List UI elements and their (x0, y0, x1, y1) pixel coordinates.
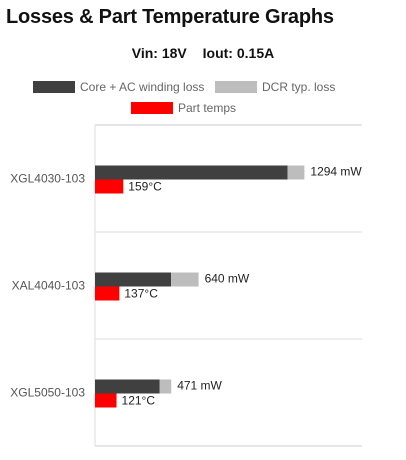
chart-title: Losses & Part Temperature Graphs (6, 6, 334, 28)
loss-value-label: 471 mW (177, 379, 222, 393)
bar-part-temp (95, 286, 120, 301)
legend-swatch-dcr-loss (215, 81, 257, 93)
legend-label-dcr-loss: DCR typ. loss (262, 80, 336, 94)
legend-swatch-part-temps (131, 102, 173, 114)
bar-dcr-loss (287, 165, 305, 180)
bar-dcr-loss (159, 379, 172, 394)
legend-label-part-temps: Part temps (178, 101, 237, 115)
legend-label-core-loss: Core + AC winding loss (80, 80, 205, 94)
operating-conditions: Vin: 18V Iout: 0.15A (0, 45, 406, 61)
temp-value-label: 159°C (128, 180, 162, 194)
iout-label: Iout: 0.15A (202, 45, 275, 61)
loss-value-label: 640 mW (205, 272, 250, 286)
chart-marks: XGL4030-103 1294 mW 159°C XAL4040-103 640 mW… (10, 165, 362, 408)
temp-value-label: 137°C (124, 287, 158, 301)
category-label: XAL4040-103 (12, 279, 86, 293)
temp-value-label: 121°C (122, 394, 156, 408)
vin-label: Vin: 18V (131, 45, 187, 61)
category-label: XGL4030-103 (10, 172, 85, 186)
legend-swatch-core-loss (33, 81, 75, 93)
bar-dcr-loss (171, 272, 199, 287)
loss-value-label: 1294 mW (310, 165, 362, 179)
category-label: XGL5050-103 (10, 386, 85, 400)
bar-part-temp (95, 179, 124, 194)
bar-part-temp (95, 393, 117, 408)
legend-item-part-temps[interactable]: Part temps (131, 101, 236, 115)
legend-item-dcr-loss[interactable]: DCR typ. loss (215, 80, 335, 94)
bar-core-loss (95, 272, 172, 287)
legend-item-core-loss[interactable]: Core + AC winding loss (33, 80, 204, 94)
bar-core-loss (95, 379, 160, 394)
bar-core-loss (95, 165, 288, 180)
